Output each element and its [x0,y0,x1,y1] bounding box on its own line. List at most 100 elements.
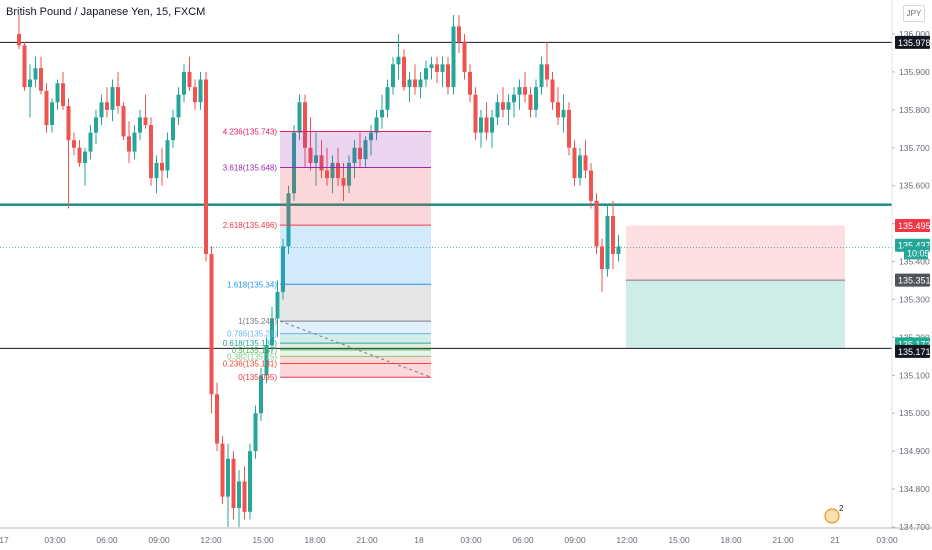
candle-body[interactable] [578,155,582,179]
candle-body[interactable] [523,87,527,95]
candle-body[interactable] [424,68,428,80]
candle-body[interactable] [226,458,230,497]
candle-body[interactable] [484,117,489,133]
candle-body[interactable] [545,64,549,80]
candle-body[interactable] [143,117,148,126]
candle-body[interactable] [396,56,401,65]
candle-body[interactable] [589,170,593,201]
candle-body[interactable] [347,162,351,186]
candle-body[interactable] [512,94,516,103]
candle-body[interactable] [94,117,98,133]
candle-body[interactable] [281,246,285,292]
candle-body[interactable] [325,170,329,179]
candle-body[interactable] [539,64,544,88]
candle-body[interactable] [44,90,49,126]
candle-body[interactable] [413,79,417,88]
candle-body[interactable] [22,45,27,88]
candle-body[interactable] [352,147,357,163]
candle-body[interactable] [215,394,219,444]
candle-body[interactable] [369,132,373,141]
candle-body[interactable] [248,451,252,512]
candle-body[interactable] [534,87,538,110]
candle-body[interactable] [462,41,467,72]
candle-body[interactable] [457,26,461,42]
candle-body[interactable] [171,117,175,141]
candle-body[interactable] [28,79,32,88]
candle-body[interactable] [567,109,571,148]
candle-body[interactable] [297,102,302,133]
candle-body[interactable] [165,140,170,171]
candle-body[interactable] [446,64,450,88]
candle-body[interactable] [407,79,412,88]
candle-body[interactable] [154,162,159,179]
candle-body[interactable] [374,117,379,133]
events-badge-icon[interactable] [824,508,840,524]
candle-body[interactable] [220,443,225,497]
candle-body[interactable] [149,125,153,179]
candle-body[interactable] [506,102,511,110]
candle-body[interactable] [611,216,615,254]
candle-body[interactable] [594,200,599,247]
candle-body[interactable] [616,246,621,254]
candle-body[interactable] [363,140,368,160]
candle-body[interactable] [275,291,280,319]
candle-body[interactable] [127,136,131,152]
candle-body[interactable] [479,117,483,133]
candle-body[interactable] [138,117,142,133]
fib-trend-line[interactable] [279,320,432,378]
candle-body[interactable] [231,458,236,509]
candle-body[interactable] [176,94,181,118]
candle-body[interactable] [198,79,203,103]
symbol-title[interactable]: British Pound / Japanese Yen, 15, FXCM [6,6,206,18]
candle-body[interactable] [468,71,472,95]
candle-body[interactable] [314,155,318,163]
candle-body[interactable] [264,344,269,376]
candle-body[interactable] [501,102,505,110]
candle-body[interactable] [77,147,82,163]
candle-body[interactable] [429,64,434,69]
candle-body[interactable] [358,147,362,160]
candle-body[interactable] [292,132,296,194]
stop-zone[interactable] [626,225,845,281]
candle-body[interactable] [550,79,555,103]
candle-body[interactable] [160,162,164,171]
candle-body[interactable] [308,147,313,163]
candle-body[interactable] [473,94,478,133]
candle-body[interactable] [490,117,494,133]
candle-body[interactable] [556,102,560,118]
candle-body[interactable] [193,87,197,103]
candle-body[interactable] [204,79,208,254]
candle-body[interactable] [402,56,406,88]
candle-body[interactable] [451,26,456,88]
candle-body[interactable] [286,193,291,247]
candle-body[interactable] [600,246,604,270]
candle-body[interactable] [517,87,522,95]
candle-body[interactable] [253,413,258,452]
candle-body[interactable] [385,87,390,110]
candle-body[interactable] [391,64,395,88]
candle-body[interactable] [270,318,274,345]
candle-body[interactable] [132,132,137,152]
candle-body[interactable] [121,106,126,137]
candle-body[interactable] [55,83,60,103]
candle-body[interactable] [572,147,577,179]
candle-body[interactable] [17,34,21,46]
candle-body[interactable] [528,94,533,110]
candle-body[interactable] [116,87,120,107]
candle-body[interactable] [39,68,43,91]
candle-body[interactable] [99,102,104,118]
candle-body[interactable] [187,71,192,88]
target-zone[interactable] [626,280,845,349]
currency-badge[interactable]: JPY [903,5,925,22]
candle-body[interactable] [330,162,335,179]
candle-body[interactable] [380,109,384,118]
candle-body[interactable] [209,253,214,395]
candle-body[interactable] [495,102,500,118]
candle-body[interactable] [435,64,439,72]
candle-body[interactable] [66,106,71,141]
candle-body[interactable] [110,87,115,110]
candle-body[interactable] [259,375,263,414]
candle-body[interactable] [72,140,76,148]
candle-body[interactable] [319,155,324,171]
